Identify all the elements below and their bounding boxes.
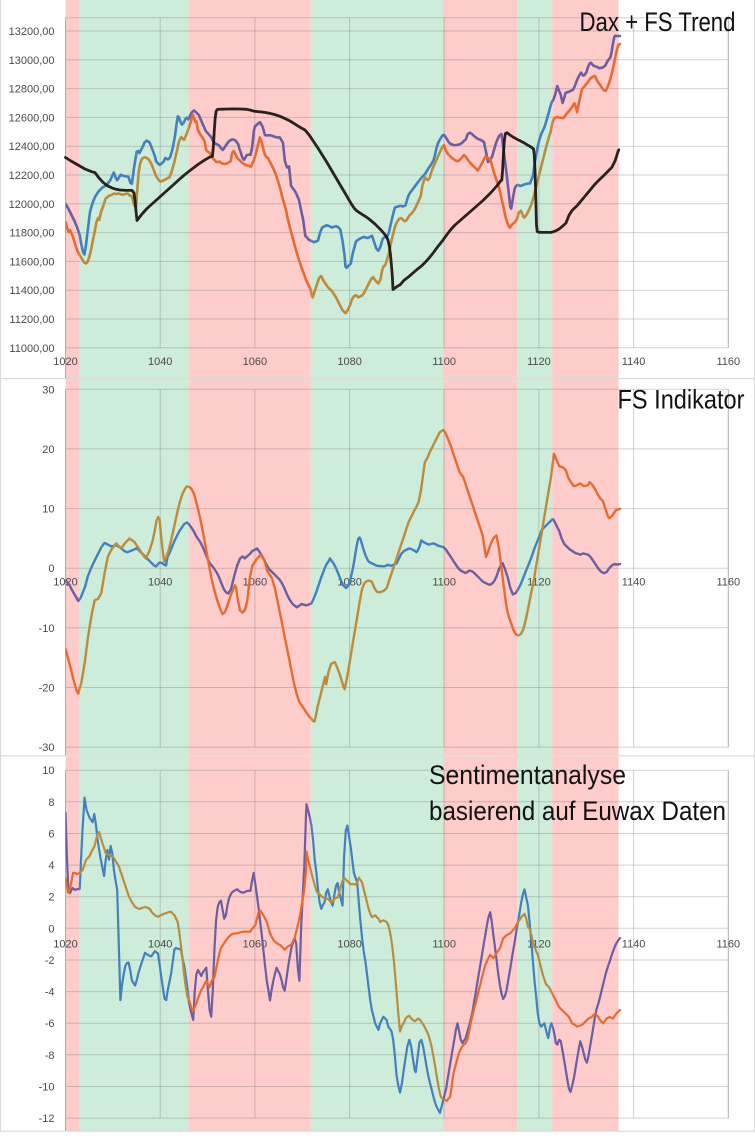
svg-text:-20: -20 [39, 683, 55, 695]
svg-text:1060: 1060 [243, 939, 267, 951]
svg-text:1020: 1020 [53, 577, 77, 589]
svg-text:basierend auf Euwax Daten: basierend auf Euwax Daten [429, 796, 726, 826]
svg-text:6: 6 [48, 829, 54, 841]
svg-text:1140: 1140 [622, 577, 646, 589]
svg-text:1020: 1020 [53, 939, 77, 951]
svg-text:12400,00: 12400,00 [9, 141, 55, 153]
svg-text:1060: 1060 [243, 577, 267, 589]
svg-text:12200,00: 12200,00 [9, 170, 55, 182]
svg-text:10: 10 [42, 765, 54, 777]
svg-text:1060: 1060 [243, 356, 267, 368]
svg-text:0: 0 [48, 923, 54, 935]
svg-text:-10: -10 [39, 623, 55, 635]
svg-text:12000,00: 12000,00 [9, 199, 55, 211]
svg-text:-30: -30 [39, 742, 55, 754]
svg-text:30: 30 [42, 384, 54, 396]
svg-text:1120: 1120 [527, 356, 551, 368]
svg-text:-4: -4 [45, 987, 55, 999]
svg-text:Dax + FS Trend: Dax + FS Trend [580, 7, 736, 37]
svg-text:-2: -2 [45, 955, 55, 967]
svg-text:1160: 1160 [716, 939, 740, 951]
svg-text:1160: 1160 [716, 356, 740, 368]
svg-text:20: 20 [42, 444, 54, 456]
svg-text:12800,00: 12800,00 [9, 84, 55, 96]
svg-text:1040: 1040 [148, 939, 172, 951]
svg-text:11800,00: 11800,00 [9, 228, 54, 240]
svg-text:1020: 1020 [53, 356, 77, 368]
svg-text:1040: 1040 [148, 577, 172, 589]
svg-text:1120: 1120 [527, 577, 551, 589]
svg-text:1140: 1140 [622, 939, 646, 951]
svg-text:12600,00: 12600,00 [9, 112, 55, 124]
svg-text:1160: 1160 [716, 577, 740, 589]
svg-text:-6: -6 [45, 1018, 55, 1030]
svg-text:8: 8 [48, 797, 54, 809]
svg-text:11400,00: 11400,00 [9, 285, 54, 297]
svg-text:4: 4 [48, 860, 54, 872]
svg-text:-12: -12 [39, 1113, 55, 1125]
svg-text:13200,00: 13200,00 [9, 26, 55, 38]
svg-text:1140: 1140 [622, 356, 646, 368]
svg-text:11200,00: 11200,00 [9, 314, 54, 326]
svg-text:1100: 1100 [432, 577, 456, 589]
svg-text:0: 0 [48, 563, 54, 575]
svg-text:-10: -10 [39, 1082, 55, 1094]
svg-text:1100: 1100 [432, 356, 456, 368]
svg-text:11000,00: 11000,00 [9, 343, 54, 355]
svg-text:2: 2 [48, 892, 54, 904]
svg-text:1080: 1080 [337, 356, 361, 368]
svg-text:13000,00: 13000,00 [9, 55, 55, 67]
svg-text:11600,00: 11600,00 [9, 256, 54, 268]
svg-text:1080: 1080 [337, 939, 361, 951]
svg-text:FS Indikator: FS Indikator [618, 385, 745, 415]
svg-text:Sentimentanalyse: Sentimentanalyse [429, 760, 626, 790]
svg-text:1100: 1100 [432, 939, 456, 951]
svg-text:1040: 1040 [148, 356, 172, 368]
svg-text:-8: -8 [45, 1050, 55, 1062]
svg-text:10: 10 [42, 504, 54, 516]
